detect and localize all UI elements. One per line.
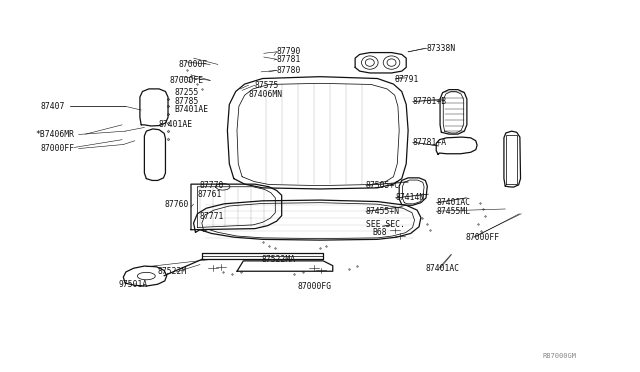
Text: B7401AE: B7401AE (174, 105, 209, 114)
Text: 87522M: 87522M (157, 267, 186, 276)
Text: 87000FG: 87000FG (298, 282, 332, 291)
Text: 87000FE: 87000FE (170, 76, 204, 85)
Text: 87401AC: 87401AC (426, 264, 460, 273)
Text: 87785: 87785 (174, 97, 199, 106)
Text: 87771: 87771 (200, 212, 224, 221)
Text: 87760: 87760 (165, 200, 189, 209)
Text: 87255: 87255 (174, 88, 199, 97)
Text: 87522MA: 87522MA (261, 255, 296, 264)
Text: 87401AE: 87401AE (159, 120, 193, 129)
Text: 87338N: 87338N (426, 44, 455, 52)
Text: 87780: 87780 (276, 66, 301, 75)
Text: 87781: 87781 (276, 55, 301, 64)
Text: 87505+C: 87505+C (366, 181, 400, 190)
Text: RB7000GM: RB7000GM (542, 353, 576, 359)
Text: 87761: 87761 (197, 190, 222, 199)
Text: 87781+B: 87781+B (413, 97, 447, 106)
Text: 87000FF: 87000FF (466, 232, 500, 242)
Text: 87000FF: 87000FF (40, 144, 74, 153)
Text: 87790: 87790 (276, 47, 301, 56)
Text: 87414N: 87414N (396, 193, 424, 202)
Text: 87000F: 87000F (178, 60, 207, 69)
Text: 87781+A: 87781+A (413, 138, 447, 147)
Text: SEE SEC.: SEE SEC. (366, 221, 405, 230)
Text: B68: B68 (372, 228, 387, 237)
Text: 87406MN: 87406MN (248, 90, 283, 99)
Text: *B7406MR: *B7406MR (36, 130, 75, 139)
Text: 87455+N: 87455+N (366, 207, 400, 216)
Text: 87575: 87575 (254, 81, 278, 90)
Text: 87770: 87770 (200, 181, 224, 190)
Text: 87455ML: 87455ML (436, 207, 470, 216)
Text: 87401AC: 87401AC (436, 198, 470, 207)
Text: 87791: 87791 (395, 75, 419, 84)
Text: 87407: 87407 (40, 102, 65, 111)
Text: 97501A: 97501A (119, 280, 148, 289)
